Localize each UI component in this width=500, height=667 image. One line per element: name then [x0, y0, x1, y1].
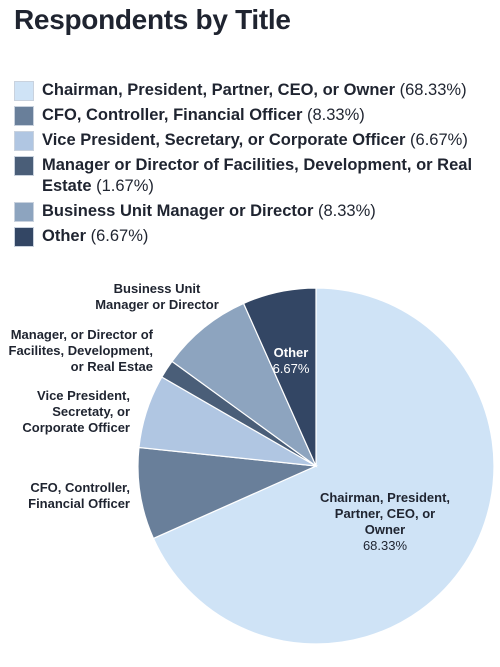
legend-item-manager: Manager or Director of Facilities, Devel…: [14, 155, 484, 197]
pie-slice-business: [171, 302, 318, 468]
annotation-chairman: Chairman, President, Partner, CEO, or Ow…: [300, 490, 470, 554]
legend-swatch-cfo: [14, 106, 34, 126]
legend-swatch-manager: [14, 156, 34, 176]
annotation-cfo-line-2: Financial Officer: [28, 496, 130, 511]
annotation-vp: Vice President, Secretaty, or Corporate …: [0, 388, 130, 436]
annotation-manager-line-1: Manager, or Director of: [10, 327, 153, 342]
legend-value-manager: (1.67%): [96, 177, 154, 195]
annotation-chairman-line-3: Owner: [364, 522, 406, 537]
legend-swatch-business: [14, 202, 34, 222]
legend-value-business: (8.33%): [318, 202, 376, 220]
annotation-business-line-2: Manager or Director: [95, 297, 219, 312]
annotation-vp-line-2: Secretaty, or: [52, 404, 130, 419]
pie-slice-cfo: [137, 446, 319, 540]
annotation-other: Other 6.67%: [262, 345, 320, 377]
legend-item-vp: Vice President, Secretary, or Corporate …: [14, 130, 484, 151]
annotation-business-line-1: Business Unit: [113, 281, 201, 296]
legend-swatch-other: [14, 227, 34, 247]
annotation-other-value: 6.67%: [272, 361, 310, 376]
legend-item-business: Business Unit Manager or Director (8.33%…: [14, 201, 484, 222]
pie-slice-other: [242, 287, 317, 467]
legend-label-chairman: Chairman, President, Partner, CEO, or Ow…: [42, 81, 396, 99]
annotation-chairman-line-1: Chairman, President,: [319, 490, 451, 505]
annotation-cfo: CFO, Controller, Financial Officer: [0, 480, 130, 512]
legend-value-chairman: (68.33%): [399, 81, 467, 99]
legend-value-cfo: (8.33%): [306, 106, 365, 124]
legend-label-vp: Vice President, Secretary, or Corporate …: [42, 131, 406, 149]
legend-item-cfo: CFO, Controller, Financial Officer (8.33…: [14, 105, 484, 126]
annotation-chairman-line-2: Partner, CEO, or: [334, 506, 436, 521]
pie-slice-chairman: [152, 287, 495, 645]
legend-swatch-chairman: [14, 81, 34, 101]
annotation-manager-line-3: or Real Estae: [70, 359, 153, 374]
annotation-cfo-line-1: CFO, Controller,: [30, 480, 130, 495]
annotation-other-label: Other: [273, 345, 309, 360]
chart-title: Respondents by Title: [14, 4, 291, 35]
legend: Chairman, President, Partner, CEO, or Ow…: [14, 80, 484, 251]
annotation-manager: Manager, or Director of Facilites, Devel…: [0, 327, 154, 375]
legend-item-other: Other (6.67%): [14, 226, 484, 247]
annotation-vp-line-1: Vice President,: [37, 388, 130, 403]
legend-item-chairman: Chairman, President, Partner, CEO, or Ow…: [14, 80, 484, 101]
legend-value-other: (6.67%): [90, 227, 149, 245]
legend-label-manager: Manager or Director of Facilities, Devel…: [42, 156, 473, 195]
annotation-manager-line-2: Facilites, Development,: [8, 343, 154, 358]
legend-swatch-vp: [14, 131, 34, 151]
annotation-chairman-value: 68.33%: [362, 538, 408, 553]
legend-label-cfo: CFO, Controller, Financial Officer: [42, 106, 303, 124]
legend-label-business: Business Unit Manager or Director: [42, 202, 314, 220]
annotation-vp-line-3: Corporate Officer: [22, 420, 130, 435]
annotation-business: Business Unit Manager or Director: [62, 281, 252, 313]
legend-value-vp: (6.67%): [410, 131, 468, 149]
legend-label-other: Other: [42, 227, 87, 245]
